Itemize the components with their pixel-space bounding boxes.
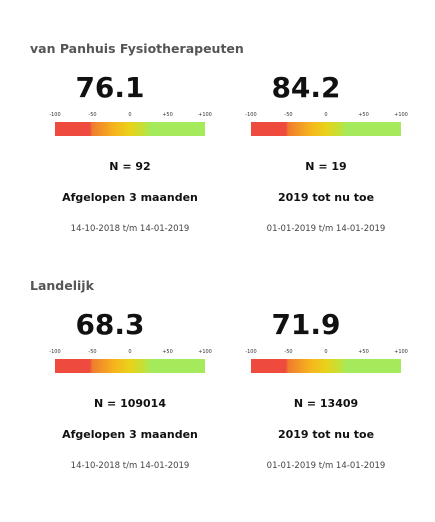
scale-ticks: -100 -50 0 +50 +100: [30, 112, 212, 120]
scale-tick: +50: [162, 112, 173, 118]
scale-tick: +100: [198, 349, 212, 355]
scale-tick: +100: [394, 349, 408, 355]
scale-tick: 0: [128, 349, 132, 355]
scale-tick: +100: [394, 112, 408, 118]
scale-tick: +50: [358, 112, 369, 118]
score-scale-bar: [251, 359, 401, 373]
period-label: Afgelopen 3 maanden: [62, 191, 198, 204]
score-scale-bar: [55, 122, 205, 136]
section-title: van Panhuis Fysiotherapeuten: [30, 41, 244, 56]
sample-size: N = 13409: [293, 397, 359, 410]
score-scale-bar: [251, 122, 401, 136]
score-value: 71.9: [271, 308, 341, 341]
period-label: Afgelopen 3 maanden: [62, 428, 198, 441]
date-range: 14-10-2018 t/m 14-01-2019: [70, 224, 190, 234]
date-range: 01-01-2019 t/m 14-01-2019: [266, 461, 386, 471]
scale-tick: +50: [162, 349, 173, 355]
scale-tick: 0: [128, 112, 132, 118]
period-label: 2019 tot nu toe: [277, 191, 375, 204]
scale-ticks: -100 -50 0 +50 +100: [30, 349, 212, 357]
sample-size: N = 109014: [93, 397, 166, 410]
score-value: 76.1: [75, 71, 145, 104]
scale-tick: -50: [284, 349, 293, 355]
scale-tick: 0: [324, 112, 328, 118]
scale-ticks: -100 -50 0 +50 +100: [226, 112, 408, 120]
scale-tick: -100: [245, 349, 257, 355]
date-range: 14-10-2018 t/m 14-01-2019: [70, 461, 190, 471]
period-label: 2019 tot nu toe: [277, 428, 375, 441]
scale-tick: -50: [88, 349, 97, 355]
scale-tick: -50: [284, 112, 293, 118]
date-range: 01-01-2019 t/m 14-01-2019: [266, 224, 386, 234]
sample-size: N = 92: [109, 160, 151, 173]
scale-tick: -100: [245, 112, 257, 118]
section-title: Landelijk: [30, 278, 94, 293]
score-value: 84.2: [271, 71, 341, 104]
scale-tick: -100: [49, 112, 61, 118]
score-value: 68.3: [75, 308, 145, 341]
scale-tick: +50: [358, 349, 369, 355]
scale-tick: -100: [49, 349, 61, 355]
scale-tick: -50: [88, 112, 97, 118]
scale-tick: +100: [198, 112, 212, 118]
scale-ticks: -100 -50 0 +50 +100: [226, 349, 408, 357]
scale-tick: 0: [324, 349, 328, 355]
sample-size: N = 19: [305, 160, 347, 173]
score-scale-bar: [55, 359, 205, 373]
